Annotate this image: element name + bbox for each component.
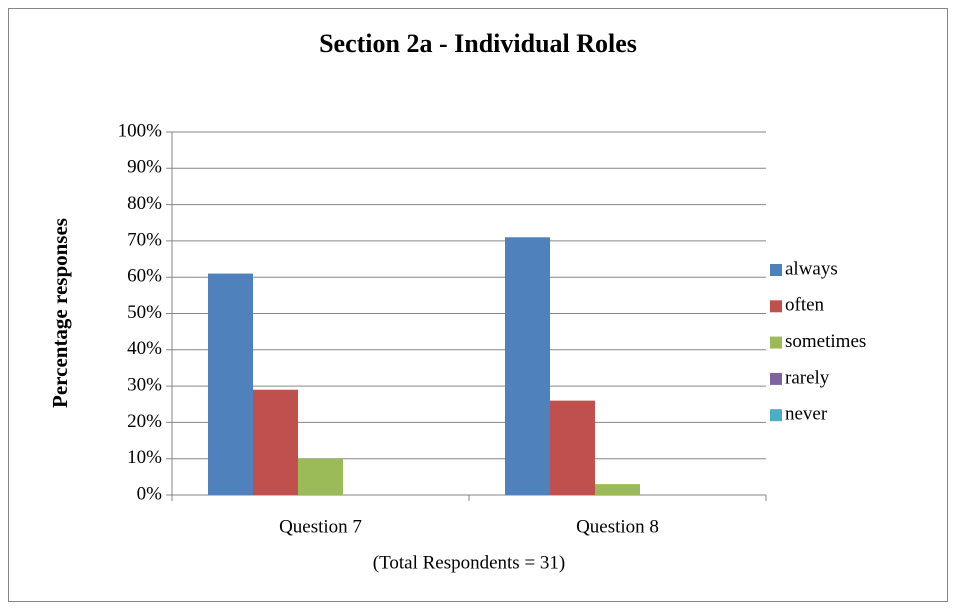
chart-border (8, 8, 948, 602)
bar (208, 273, 253, 495)
x-tick-label: Question 7 (279, 516, 362, 537)
y-tick-label: 50% (127, 302, 162, 323)
legend-swatch (770, 264, 782, 276)
x-tick-label: Question 8 (576, 516, 659, 537)
y-tick-label: 90% (127, 157, 162, 178)
legend-label: rarely (785, 367, 830, 388)
x-axis-title: (Total Respondents = 31) (373, 552, 566, 573)
bar (505, 237, 550, 495)
legend-label: always (785, 258, 838, 279)
y-tick-label: 30% (127, 374, 162, 395)
chart-title: Section 2a - Individual Roles (319, 29, 637, 58)
y-tick-label: 0% (137, 483, 163, 504)
legend-swatch (770, 336, 782, 349)
y-tick-label: 70% (127, 229, 162, 250)
legend-label: sometimes (785, 331, 866, 352)
legend-label: never (785, 404, 828, 425)
y-tick-label: 60% (127, 266, 162, 287)
y-tick-label: 20% (127, 411, 162, 432)
legend-label: often (785, 295, 825, 316)
legend-swatch (770, 372, 782, 385)
bar (253, 389, 298, 495)
y-tick-label: 10% (127, 447, 162, 468)
y-tick-label: 100% (118, 120, 163, 141)
bar (550, 400, 595, 495)
legend-swatch (770, 300, 782, 313)
y-axis-title: Percentage responses (48, 218, 72, 408)
legend-swatch (770, 409, 782, 422)
y-tick-label: 80% (127, 193, 162, 214)
bar (595, 484, 640, 495)
y-tick-label: 40% (127, 338, 162, 359)
bar (298, 458, 343, 495)
